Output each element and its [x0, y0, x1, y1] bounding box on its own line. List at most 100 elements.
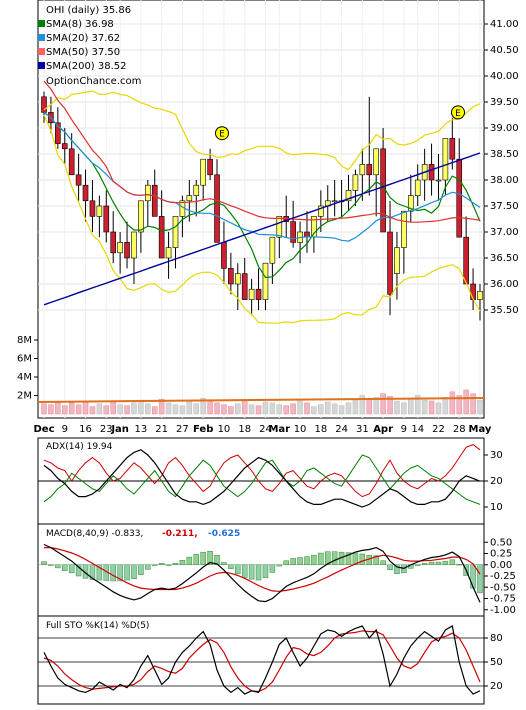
indicator-layer [38, 444, 484, 695]
macd-histogram-bar [186, 556, 193, 565]
candle-body [255, 288, 262, 300]
candle-body [456, 158, 463, 238]
candle-body [151, 184, 158, 217]
volume-bar [456, 395, 462, 415]
macd-histogram-bar [421, 563, 428, 566]
macd-histogram-bar [207, 551, 213, 565]
candle-body [214, 174, 220, 243]
volume-bar [172, 404, 179, 415]
volume-bar [380, 393, 386, 415]
candle-body [61, 143, 68, 150]
macd-histogram-bar [193, 554, 200, 566]
volume-bar [241, 399, 248, 415]
candle-body [366, 164, 373, 176]
x-tick-label: 9 [62, 424, 68, 435]
volume-bar [221, 404, 227, 415]
x-tick-label: 27 [176, 424, 189, 435]
macd-histogram-bar [283, 560, 289, 566]
volume-bar [262, 401, 269, 415]
stochastic-tick-label: 80 [490, 633, 503, 644]
adx-tick-label: 30 [490, 450, 503, 461]
macd-histogram-bar [48, 564, 54, 566]
volume-bar [318, 404, 324, 415]
legend-label-sma20: SMA(20) 37.62 [46, 33, 120, 44]
candle-body [89, 200, 96, 217]
legend-swatch-sma20 [38, 34, 45, 41]
macd-histogram-bar [165, 564, 172, 566]
price-tick-label: 39.00 [490, 123, 519, 134]
macd-histogram-bar [442, 560, 449, 566]
price-tick-label: 38.50 [490, 149, 519, 160]
volume-bar [62, 405, 68, 415]
price-tick-label: 36.50 [490, 253, 519, 264]
candle-body [110, 231, 117, 254]
candle-body [82, 184, 89, 202]
macd-histogram-bar [435, 561, 442, 565]
macd-tick-label: -1.00 [490, 605, 516, 616]
volume-bar [55, 401, 61, 415]
macd-histogram-bar [373, 555, 379, 565]
volume-tick-label: 2M [17, 391, 32, 402]
volume-tick-label: 6M [17, 354, 32, 365]
macd-histogram-bar [200, 551, 206, 566]
volume-bar [82, 400, 89, 415]
x-tick-label: 22 [432, 424, 445, 435]
macd-histogram-bar [290, 558, 296, 566]
candle-body [463, 236, 469, 285]
x-tick-label: 31 [356, 424, 369, 435]
price-tick-label: 40.00 [490, 71, 519, 82]
macd-histogram-bar [221, 562, 227, 565]
candle-body [41, 96, 47, 113]
candle-body [221, 242, 227, 269]
candle-body [449, 138, 456, 160]
macd-histogram-bar [456, 564, 462, 566]
candle-body [373, 148, 379, 176]
candle-body [241, 273, 248, 300]
macd-histogram-bar [158, 563, 165, 566]
volume-bar [179, 405, 186, 415]
x-tick-label: 14 [411, 424, 424, 435]
macd-histogram-bar [318, 552, 324, 565]
macd-histogram-bar [89, 564, 96, 580]
volume-bar [414, 395, 421, 415]
candle-body [200, 158, 206, 186]
macd-histogram-bar [228, 564, 234, 570]
price-tick-label: 37.50 [490, 201, 519, 212]
candle-body [414, 179, 421, 196]
volume-average-line [37, 396, 485, 403]
candle-body [186, 195, 193, 202]
volume-bar [442, 397, 449, 415]
macd-histogram-bar [304, 556, 310, 566]
macd-histogram-bar [394, 564, 400, 574]
x-tick-label: Apr [373, 424, 393, 435]
candle-body [228, 268, 234, 285]
macd-histogram-bar [269, 564, 276, 573]
candle-body [290, 221, 296, 243]
macd-histogram-bar [470, 564, 476, 589]
macd-tick-label: 0.00 [490, 560, 512, 571]
volume-bar [463, 389, 469, 415]
legend-swatch-sma200 [38, 62, 45, 69]
watermark: OptionChance.com [46, 76, 141, 87]
macd-histogram-bar [359, 553, 366, 566]
volume-bar [408, 398, 414, 415]
candle-body [124, 242, 130, 259]
price-tick-label: 35.50 [490, 305, 519, 316]
candle-body [470, 283, 476, 300]
volume-bar [283, 405, 289, 415]
macd-histogram-bar [449, 559, 456, 565]
legend-label-sma50: SMA(50) 37.50 [46, 47, 120, 58]
volume-bar [373, 397, 379, 415]
candle-body [234, 273, 241, 285]
macd-tick-label: 0.50 [490, 537, 512, 548]
volume-tick-label: 4M [17, 372, 32, 383]
volume-bar [345, 402, 352, 415]
volume-bar [41, 403, 47, 415]
candle-body [428, 164, 435, 181]
earnings-marker-label: E [219, 130, 225, 140]
macd-tick-label: -0.75 [490, 594, 516, 605]
earnings-marker-label: E [455, 109, 461, 119]
price-panel-frame [37, 0, 485, 419]
stochastic-k-line [43, 625, 481, 695]
candle-body [75, 174, 82, 186]
